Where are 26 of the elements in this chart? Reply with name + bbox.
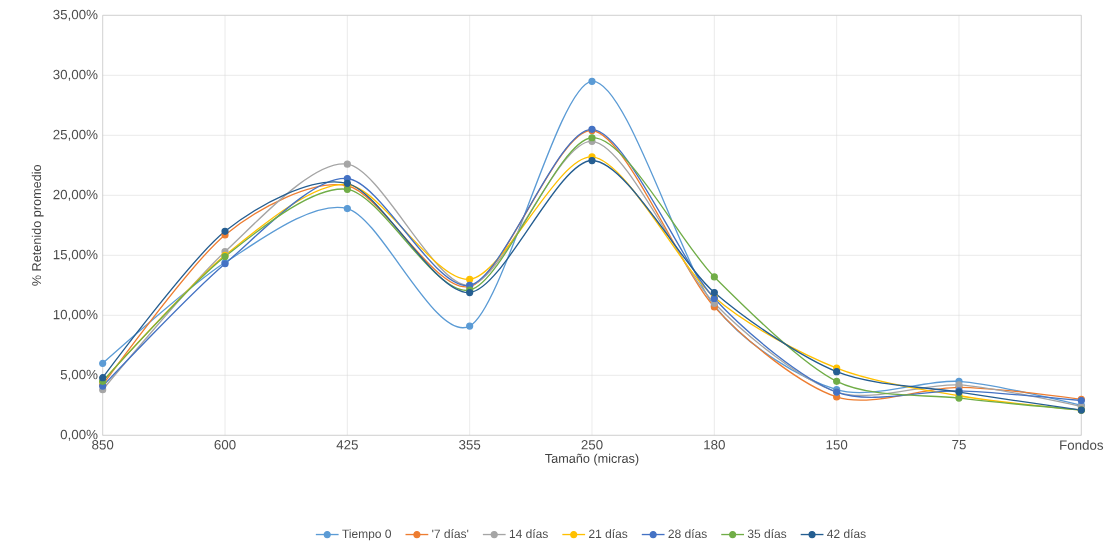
y-tick-label: 20,00% — [53, 189, 98, 201]
legend-label: '7 días' — [432, 529, 469, 539]
legend-label: 42 días — [827, 529, 866, 539]
legend-label: 21 días — [589, 529, 628, 539]
x-tick-label: 75 — [952, 440, 966, 450]
legend-label: Tiempo 0 — [342, 529, 392, 541]
legend-label: 35 días — [747, 529, 787, 539]
y-axis-title: % Retenido promedio — [31, 164, 44, 286]
y-tick-label: 30,00% — [53, 69, 98, 81]
x-tick-label: 180 — [704, 440, 725, 450]
legend-label: 14 días — [509, 529, 548, 539]
y-tick-label: 0,00% — [60, 429, 98, 441]
y-tick-label: 15,00% — [53, 249, 98, 261]
y-tick-label: 5,00% — [60, 369, 98, 381]
y-tick-label: 35,00% — [53, 9, 98, 21]
x-axis-title: Tamaño (micras) — [545, 453, 639, 466]
x-tick-label: 355 — [459, 440, 481, 450]
x-tick-label: 150 — [826, 440, 848, 450]
legend-label: 28 días — [668, 529, 707, 539]
x-tick-label: 600 — [214, 440, 236, 450]
y-tick-label: 25,00% — [53, 129, 98, 141]
x-tick-label: 250 — [581, 440, 603, 450]
x-tick-label: 425 — [336, 440, 358, 450]
y-tick-label: 10,00% — [53, 309, 98, 321]
x-tick-label: 850 — [92, 440, 114, 450]
x-tick-label: Fondos — [1060, 440, 1104, 450]
